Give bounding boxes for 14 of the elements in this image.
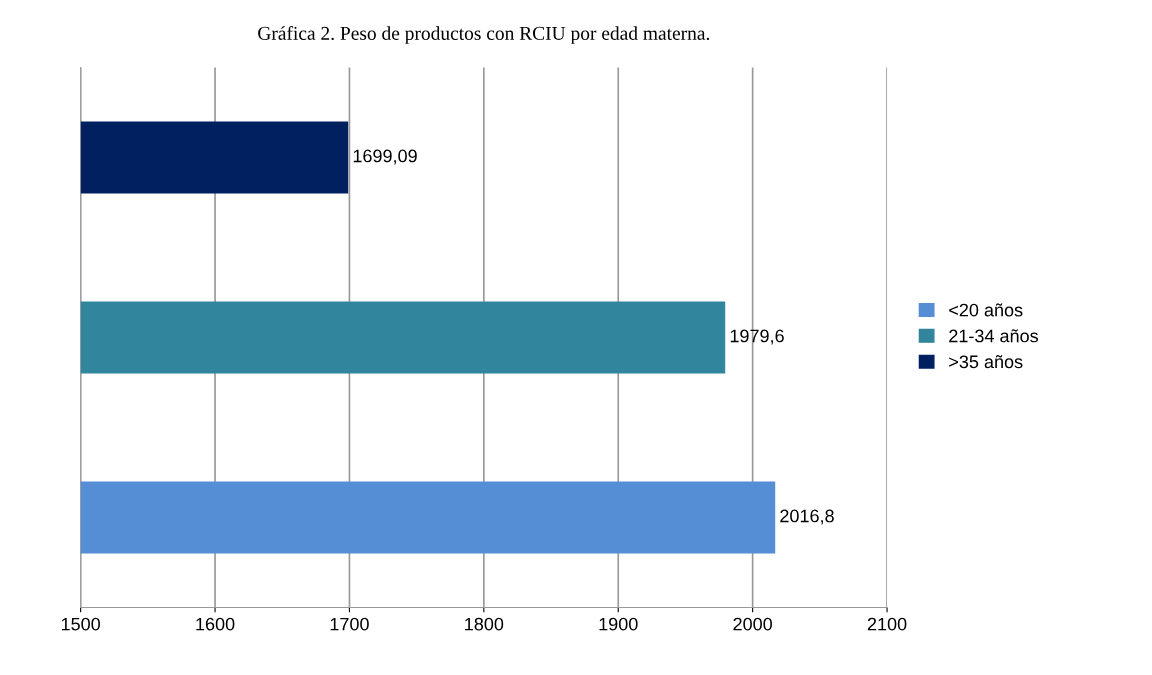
legend-label: >35 años <box>949 355 1023 369</box>
data-label: 1699,09 <box>353 149 417 165</box>
x-tick-label: 1800 <box>465 617 504 631</box>
legend-label: 21-34 años <box>949 329 1038 343</box>
chart-title: Gráfica 2. Peso de productos con RCIU por edad materna. <box>258 26 710 44</box>
x-tick-label: 2000 <box>733 617 773 631</box>
x-tick-label: 1600 <box>196 617 235 631</box>
x-tick-label: 1700 <box>330 617 369 631</box>
data-label: 2016,8 <box>780 509 834 525</box>
data-label: 1979,6 <box>730 329 784 345</box>
x-tick-label: 1500 <box>61 617 101 631</box>
legend-label: <20 años <box>949 303 1023 317</box>
x-tick-label: 1900 <box>599 617 638 631</box>
x-tick-label: 2100 <box>867 617 907 631</box>
